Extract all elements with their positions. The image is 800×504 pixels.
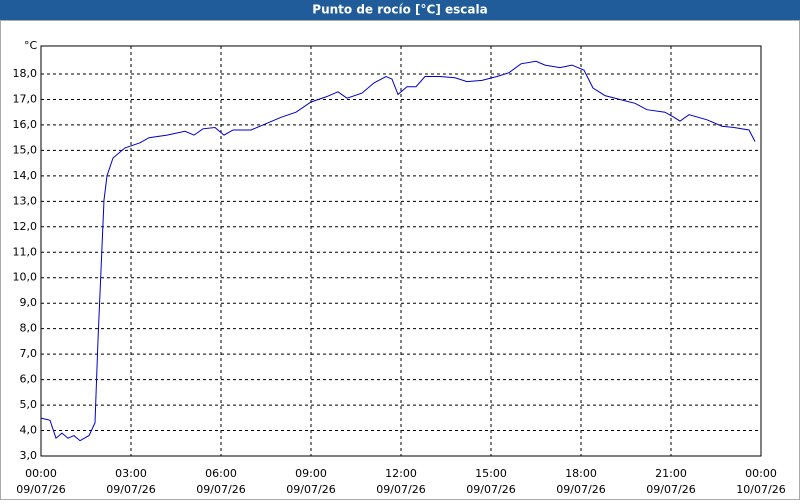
y-tick-label: 18,0 bbox=[13, 67, 38, 80]
y-tick-label: 12,0 bbox=[13, 220, 38, 233]
x-tick-label: 00:00 bbox=[745, 467, 777, 480]
y-tick-label: 10,0 bbox=[13, 271, 38, 284]
x-tick-date: 09/07/26 bbox=[646, 483, 695, 496]
x-tick-date: 09/07/26 bbox=[376, 483, 425, 496]
x-tick-date: 09/07/26 bbox=[466, 483, 515, 496]
y-tick-label: 6,0 bbox=[20, 373, 38, 386]
chart-title: Punto de rocío [°C] escala bbox=[312, 3, 487, 17]
y-tick-label: 17,0 bbox=[13, 92, 38, 105]
data-line bbox=[40, 60, 756, 442]
x-tick-label: 15:00 bbox=[475, 467, 507, 480]
x-tick-label: 03:00 bbox=[115, 467, 147, 480]
x-tick-date: 09/07/26 bbox=[196, 483, 245, 496]
y-tick-label: 5,0 bbox=[20, 398, 38, 411]
x-tick-label: 09:00 bbox=[295, 467, 327, 480]
y-tick-label: 8,0 bbox=[20, 322, 38, 335]
title-bar bbox=[0, 0, 800, 20]
x-tick-label: 21:00 bbox=[655, 467, 687, 480]
y-tick-label: 14,0 bbox=[13, 169, 38, 182]
y-tick-label: 4,0 bbox=[20, 424, 38, 437]
x-tick-label: 06:00 bbox=[205, 467, 237, 480]
x-tick-date: 10/07/26 bbox=[736, 483, 785, 496]
x-tick-label: 12:00 bbox=[385, 467, 417, 480]
x-tick-date: 09/07/26 bbox=[106, 483, 155, 496]
y-tick-label: 15,0 bbox=[13, 143, 38, 156]
y-tick-label: 7,0 bbox=[20, 347, 38, 360]
x-tick-date: 09/07/26 bbox=[16, 483, 65, 496]
y-tick-label: 13,0 bbox=[13, 194, 38, 207]
x-tick-date: 09/07/26 bbox=[556, 483, 605, 496]
y-tick-label: 16,0 bbox=[13, 118, 38, 131]
y-tick-label: 9,0 bbox=[20, 296, 38, 309]
x-tick-label: 18:00 bbox=[565, 467, 597, 480]
y-tick-label: 3,0 bbox=[20, 449, 38, 462]
y-tick-label: 11,0 bbox=[13, 245, 38, 258]
x-tick-label: 00:00 bbox=[25, 467, 57, 480]
y-unit: °C bbox=[24, 39, 38, 52]
x-tick-date: 09/07/26 bbox=[286, 483, 335, 496]
